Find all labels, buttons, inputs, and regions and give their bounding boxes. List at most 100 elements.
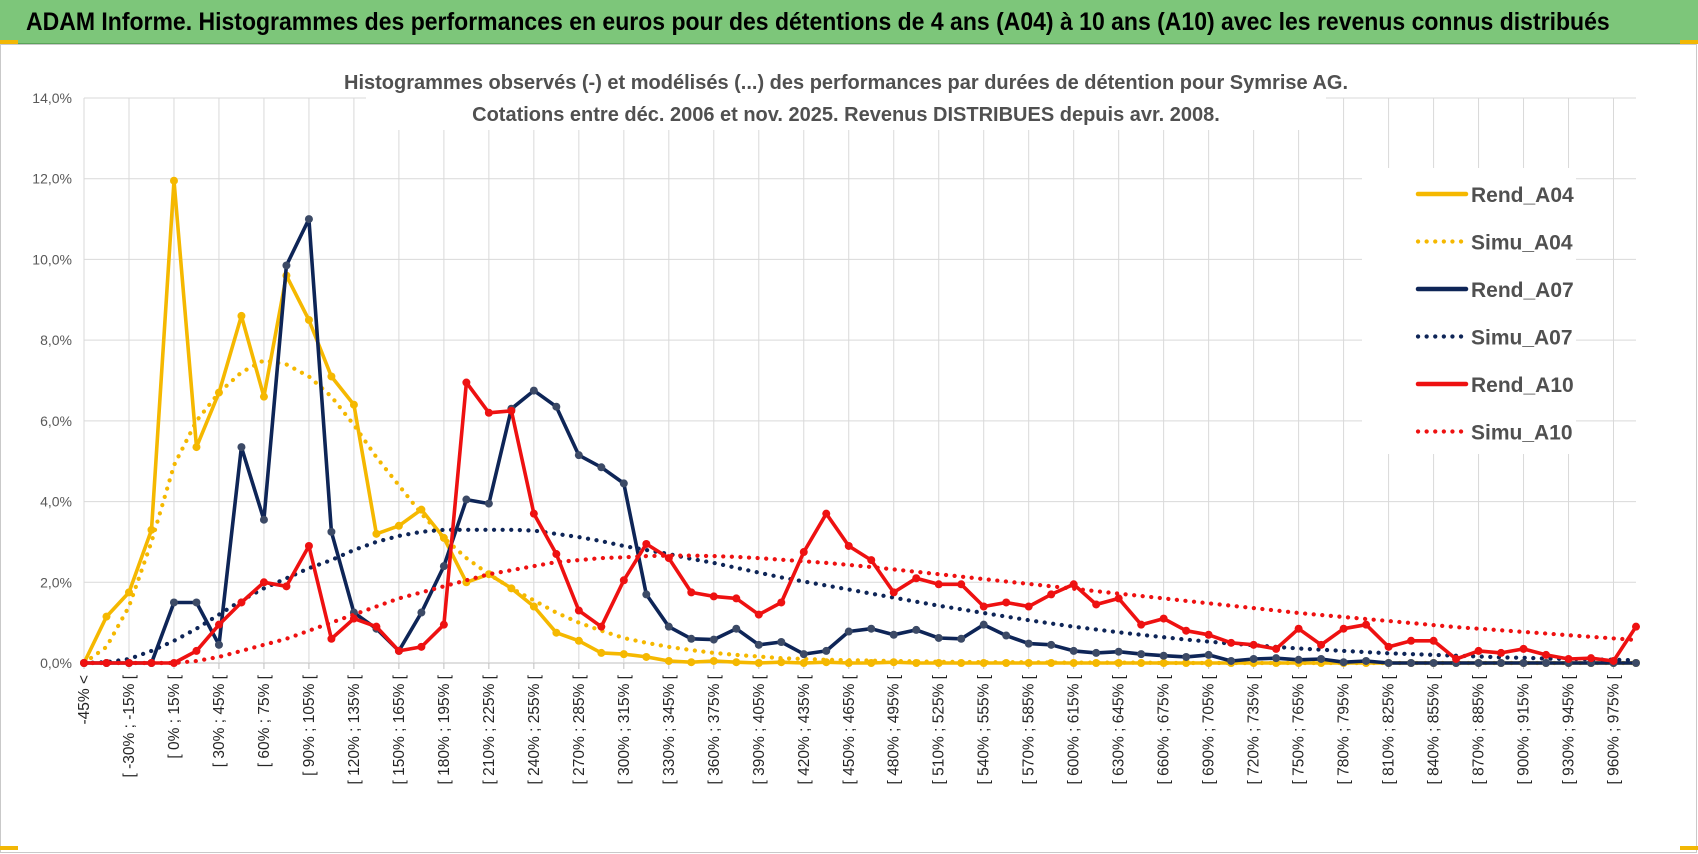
point-rend-a07	[957, 634, 966, 643]
legend-label-rend-a07: Rend_A07	[1471, 279, 1574, 302]
x-tick-label: [ 540% ; 555% [	[976, 674, 993, 784]
point-rend-a07	[1204, 650, 1213, 659]
point-rend-a07	[1092, 648, 1101, 657]
corner-mark-bottom-left	[0, 846, 18, 850]
chart-subtitle: Cotations entre déc. 2006 et nov. 2025. …	[472, 104, 1220, 126]
x-tick-label: [ 270% ; 285% [	[571, 674, 588, 784]
point-rend-a04	[304, 315, 313, 324]
point-rend-a10	[642, 539, 651, 548]
x-tick-label: [ 30% ; 45% [	[211, 674, 228, 767]
point-rend-a07	[889, 630, 898, 639]
x-tick-label: [ 810% ; 825% [	[1381, 674, 1398, 784]
point-rend-a04	[417, 505, 426, 514]
point-rend-a10	[507, 406, 516, 415]
point-rend-a10	[1047, 590, 1056, 599]
point-rend-a10	[754, 610, 763, 619]
point-rend-a04	[124, 588, 133, 597]
x-tick-label: [ 420% ; 435% [	[796, 674, 813, 784]
point-rend-a07	[934, 633, 943, 642]
point-rend-a04	[192, 443, 201, 452]
point-rend-a04	[754, 659, 763, 667]
legend-label-rend-a04: Rend_A04	[1471, 184, 1574, 207]
x-tick-label: [ 780% ; 795% [	[1336, 674, 1353, 784]
legend-background	[1362, 168, 1576, 454]
point-rend-a04	[664, 656, 673, 665]
point-rend-a10	[1497, 648, 1506, 657]
point-rend-a10	[529, 509, 538, 518]
point-rend-a07	[732, 624, 741, 633]
point-rend-a04	[327, 372, 336, 381]
point-rend-a04	[574, 636, 583, 645]
point-rend-a10	[1587, 654, 1596, 663]
point-rend-a10	[214, 620, 223, 629]
point-rend-a04	[1159, 659, 1168, 667]
point-rend-a04	[642, 652, 651, 661]
point-rend-a10	[1092, 600, 1101, 609]
point-rend-a04	[732, 658, 741, 667]
point-rend-a04	[597, 648, 606, 657]
y-tick-label: 0,0%	[40, 655, 72, 671]
point-rend-a10	[1474, 646, 1483, 655]
point-rend-a04	[372, 529, 381, 538]
point-rend-a04	[169, 176, 178, 185]
legend: Rend_A04 Simu_A04 Rend_A07 Simu_A07 Rend_A10…	[1362, 168, 1576, 454]
point-rend-a10	[439, 620, 448, 629]
point-rend-a10	[574, 606, 583, 615]
point-rend-a07	[529, 386, 538, 395]
x-tick-label: [ 840% ; 855% [	[1426, 674, 1443, 784]
point-rend-a10	[1384, 642, 1393, 651]
line-simu-a04	[81, 358, 1639, 666]
x-tick-label: [ 480% ; 495% [	[886, 674, 903, 784]
point-rend-a07	[1362, 656, 1371, 665]
point-rend-a10	[1429, 636, 1438, 645]
point-rend-a10	[169, 659, 178, 667]
point-rend-a04	[709, 656, 718, 665]
point-rend-a07	[1317, 654, 1326, 663]
point-rend-a07	[709, 635, 718, 644]
series-rend-a07	[80, 215, 1640, 667]
y-tick-label: 14,0%	[32, 90, 72, 106]
point-rend-a07	[1159, 651, 1168, 660]
point-rend-a10	[1294, 624, 1303, 633]
point-rend-a10	[484, 408, 493, 417]
point-rend-a07	[844, 627, 853, 636]
series-layer	[80, 176, 1640, 667]
point-rend-a07	[282, 261, 291, 270]
x-tick-label: -45% <	[76, 675, 93, 725]
point-rend-a07	[417, 608, 426, 617]
point-rend-a10	[1542, 650, 1551, 659]
x-tick-label: [ 0% ; 15% [	[166, 674, 183, 758]
x-tick-label: [ 210% ; 225% [	[481, 674, 498, 784]
point-rend-a07	[1339, 658, 1348, 667]
point-rend-a07	[867, 624, 876, 633]
legend-label-simu-a10: Simu_A10	[1471, 422, 1573, 445]
x-tick-label: [ 150% ; 165% [	[391, 674, 408, 784]
point-rend-a10	[1114, 594, 1123, 603]
point-rend-a07	[754, 640, 763, 649]
point-rend-a10	[1137, 620, 1146, 629]
point-rend-a04	[687, 658, 696, 667]
x-tick-label: [ 960% ; 975% [	[1606, 674, 1623, 784]
point-rend-a07	[979, 620, 988, 629]
point-rend-a10	[282, 582, 291, 591]
point-rend-a10	[957, 580, 966, 589]
point-rend-a07	[1519, 659, 1528, 667]
point-rend-a07	[439, 562, 448, 571]
x-tick-label: [ 510% ; 525% [	[931, 674, 948, 784]
x-tick-label: [ 120% ; 135% [	[346, 674, 363, 784]
point-rend-a10	[844, 541, 853, 550]
point-rend-a04	[619, 650, 628, 659]
point-rend-a10	[1452, 654, 1461, 663]
x-tick-label: [ 90% ; 105% [	[301, 674, 318, 776]
corner-mark-top-right	[1680, 40, 1698, 44]
x-tick-label: [ 390% ; 405% [	[751, 674, 768, 784]
point-rend-a07	[1182, 652, 1191, 661]
point-rend-a10	[1564, 654, 1573, 663]
corner-mark-top-left	[0, 40, 18, 44]
point-rend-a07	[822, 646, 831, 655]
x-tick-label: [ 750% ; 765% [	[1291, 674, 1308, 784]
point-rend-a10	[417, 642, 426, 651]
x-tick-label: [ 720% ; 735% [	[1246, 674, 1263, 784]
x-tick-label: [ 60% ; 75% [	[256, 674, 273, 767]
title-banner: ADAM Informe. Histogrammes des performan…	[0, 0, 1698, 44]
